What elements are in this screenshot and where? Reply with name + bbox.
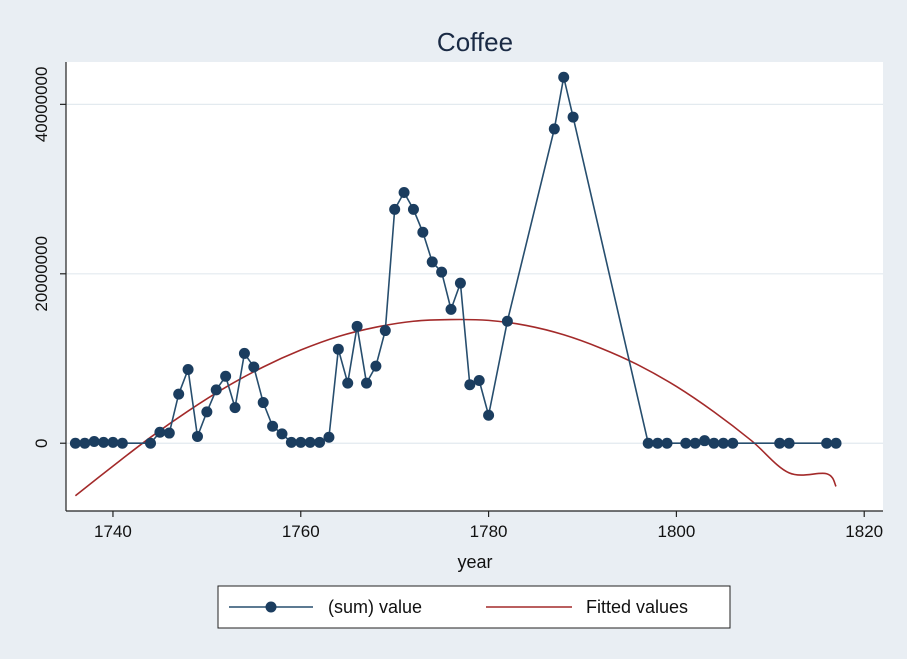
sum-value-point-21 — [285, 436, 297, 448]
x-axis: 1740 1760 1780 1800 1820 — [66, 510, 883, 541]
sum-value-point-56 — [774, 437, 786, 449]
sum-value-point-25 — [323, 431, 335, 443]
sum-value-point-42 — [483, 409, 495, 421]
sum-value-point-31 — [379, 325, 391, 337]
x-tick-label-3: 1800 — [657, 522, 695, 541]
legend-label-fitted-values: Fitted values — [586, 597, 688, 617]
sum-value-point-32 — [389, 203, 401, 215]
sum-value-point-34 — [407, 203, 419, 215]
sum-value-point-27 — [342, 377, 354, 389]
x-tick-label-2: 1780 — [470, 522, 508, 541]
sum-value-point-30 — [370, 360, 382, 372]
sum-value-point-13 — [210, 384, 222, 396]
sum-value-point-40 — [464, 379, 476, 391]
sum-value-point-4 — [107, 436, 119, 448]
sum-value-point-5 — [116, 437, 128, 449]
sum-value-point-2 — [88, 436, 100, 448]
sum-value-point-50 — [680, 437, 692, 449]
sum-value-point-49 — [661, 437, 673, 449]
y-tick-label-1: 20000000 — [32, 236, 51, 312]
sum-value-point-28 — [351, 320, 363, 332]
legend-label-sum-value: (sum) value — [328, 597, 422, 617]
x-tick-label-1: 1760 — [282, 522, 320, 541]
sum-value-point-9 — [173, 388, 185, 400]
sum-value-point-14 — [220, 370, 232, 382]
sum-value-point-22 — [295, 436, 307, 448]
sum-value-point-43 — [501, 315, 513, 327]
sum-value-point-1 — [79, 437, 91, 449]
sum-value-point-8 — [163, 427, 175, 439]
sum-value-point-57 — [783, 437, 795, 449]
sum-value-point-44 — [548, 123, 560, 135]
sum-value-point-20 — [276, 428, 288, 440]
sum-value-point-46 — [567, 111, 579, 123]
sum-value-point-10 — [182, 364, 194, 376]
sum-value-point-48 — [652, 437, 664, 449]
sum-value-point-18 — [257, 397, 269, 409]
sum-value-point-19 — [267, 420, 279, 432]
y-tick-label-0: 0 — [32, 438, 51, 447]
sum-value-point-41 — [473, 375, 485, 387]
sum-value-point-24 — [314, 436, 326, 448]
sum-value-point-6 — [145, 437, 157, 449]
sum-value-point-38 — [445, 303, 457, 315]
sum-value-point-33 — [398, 186, 410, 198]
series-layer — [69, 71, 842, 497]
sum-value-point-12 — [201, 406, 213, 418]
sum-value-point-55 — [727, 437, 739, 449]
sum-value-point-36 — [426, 256, 438, 268]
sum-value-point-53 — [708, 437, 720, 449]
sum-value-point-51 — [689, 437, 701, 449]
sum-value-point-37 — [436, 266, 448, 278]
sum-value-point-59 — [830, 437, 842, 449]
sum-value-point-7 — [154, 426, 166, 438]
legend: (sum) value Fitted values — [217, 585, 731, 629]
fitted-values-line — [74, 318, 837, 497]
sum-value-point-29 — [361, 377, 373, 389]
sum-value-point-23 — [304, 436, 316, 448]
sum-value-point-52 — [699, 435, 711, 447]
sum-value-point-26 — [332, 343, 344, 355]
sum-value-point-11 — [191, 430, 203, 442]
y-tick-label-2: 40000000 — [32, 67, 51, 143]
sum-value-point-3 — [98, 436, 110, 448]
legend-swatch-sum-value-marker — [265, 601, 277, 613]
sum-value-point-54 — [717, 437, 729, 449]
sum-value-point-45 — [558, 71, 570, 83]
sum-value-point-47 — [642, 437, 654, 449]
sum-value-point-0 — [69, 437, 81, 449]
chart-title: Coffee — [437, 27, 513, 57]
sum-value-point-39 — [454, 277, 466, 289]
sum-value-point-58 — [821, 437, 833, 449]
x-tick-label-4: 1820 — [845, 522, 883, 541]
sum-value-point-16 — [238, 347, 250, 359]
sum-value-point-15 — [229, 402, 241, 414]
sum-value-point-35 — [417, 226, 429, 238]
x-axis-title: year — [457, 552, 492, 572]
y-axis: 0 20000000 40000000 — [32, 62, 67, 511]
x-tick-label-0: 1740 — [94, 522, 132, 541]
sum-value-point-17 — [248, 361, 260, 373]
